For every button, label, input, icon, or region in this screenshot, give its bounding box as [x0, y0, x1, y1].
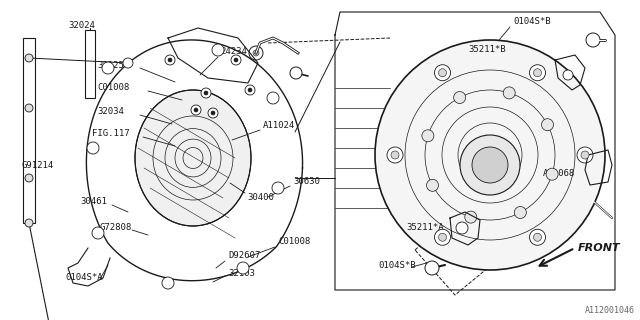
Text: 30400: 30400 [247, 194, 274, 203]
Circle shape [25, 54, 33, 62]
Circle shape [25, 219, 33, 227]
Text: 24234: 24234 [220, 47, 247, 57]
Circle shape [581, 151, 589, 159]
Text: 32024: 32024 [68, 20, 95, 29]
Circle shape [191, 105, 201, 115]
Circle shape [541, 119, 554, 131]
Text: 0104S*B: 0104S*B [513, 18, 550, 27]
Text: C01008: C01008 [97, 84, 129, 92]
Circle shape [204, 91, 208, 95]
Text: 35211*B: 35211*B [468, 45, 506, 54]
Circle shape [503, 87, 515, 99]
Circle shape [168, 58, 172, 62]
Text: G72808: G72808 [100, 223, 132, 233]
Text: A112001046: A112001046 [585, 306, 635, 315]
Text: A11024: A11024 [263, 122, 295, 131]
Text: 35211*A: 35211*A [406, 223, 444, 233]
Circle shape [272, 182, 284, 194]
Circle shape [422, 130, 434, 142]
Circle shape [425, 261, 439, 275]
Text: 30461: 30461 [80, 197, 107, 206]
Circle shape [438, 233, 447, 241]
Circle shape [577, 147, 593, 163]
Circle shape [25, 104, 33, 112]
Circle shape [426, 179, 438, 191]
Circle shape [454, 92, 466, 103]
Circle shape [563, 70, 573, 80]
Circle shape [87, 142, 99, 154]
Circle shape [165, 55, 175, 65]
Text: A61068: A61068 [543, 169, 575, 178]
Circle shape [248, 88, 252, 92]
Text: FIG.117: FIG.117 [92, 130, 130, 139]
Text: 0104S*B: 0104S*B [378, 260, 415, 269]
Text: G91214: G91214 [22, 161, 54, 170]
Circle shape [201, 88, 211, 98]
Circle shape [546, 168, 558, 180]
Circle shape [194, 108, 198, 112]
Circle shape [387, 147, 403, 163]
Text: C01008: C01008 [278, 237, 310, 246]
Circle shape [515, 206, 526, 219]
Text: 32034: 32034 [97, 108, 124, 116]
Circle shape [529, 229, 545, 245]
Circle shape [102, 62, 114, 74]
Circle shape [435, 65, 451, 81]
Circle shape [534, 69, 541, 77]
Ellipse shape [460, 135, 520, 195]
Ellipse shape [135, 90, 251, 226]
Circle shape [438, 69, 447, 77]
Circle shape [465, 211, 477, 223]
Circle shape [586, 33, 600, 47]
Circle shape [290, 67, 302, 79]
Circle shape [92, 227, 104, 239]
Circle shape [162, 277, 174, 289]
Text: 30630: 30630 [293, 177, 320, 186]
Circle shape [391, 151, 399, 159]
Ellipse shape [375, 40, 605, 270]
Circle shape [529, 65, 545, 81]
Circle shape [123, 58, 133, 68]
Circle shape [25, 174, 33, 182]
Circle shape [267, 92, 279, 104]
Circle shape [231, 55, 241, 65]
Circle shape [245, 85, 255, 95]
Circle shape [234, 58, 238, 62]
Circle shape [212, 44, 224, 56]
Circle shape [456, 222, 468, 234]
Circle shape [211, 111, 215, 115]
Circle shape [208, 108, 218, 118]
Circle shape [237, 262, 249, 274]
Text: 32125: 32125 [97, 60, 124, 69]
Text: FRONT: FRONT [578, 243, 621, 253]
Circle shape [249, 46, 263, 60]
Text: 0104S*A: 0104S*A [65, 274, 102, 283]
Circle shape [253, 50, 259, 56]
Circle shape [435, 229, 451, 245]
Bar [85, 30, 95, 98]
Text: 32103: 32103 [228, 269, 255, 278]
Ellipse shape [472, 147, 508, 183]
Circle shape [534, 233, 541, 241]
Text: D92607: D92607 [228, 252, 260, 260]
Bar [23, 38, 35, 223]
